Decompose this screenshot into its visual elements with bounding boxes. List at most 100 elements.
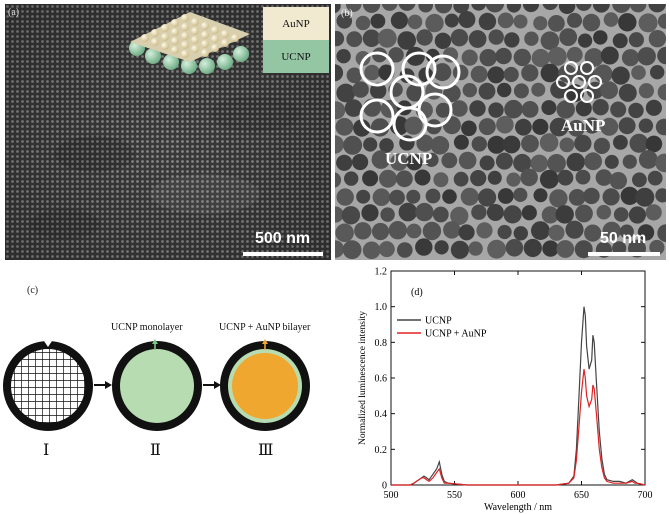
tem-particle xyxy=(602,221,621,241)
x-tick-label: 500 xyxy=(384,490,399,501)
tem-particle xyxy=(657,84,666,101)
tem-particle xyxy=(618,83,637,102)
tem-particle xyxy=(469,100,486,117)
tem-particle xyxy=(506,4,521,13)
tem-particle xyxy=(362,241,381,260)
tem-particle xyxy=(611,66,630,85)
tem-particle xyxy=(470,65,488,83)
tem-particle xyxy=(453,4,470,14)
tem-particle xyxy=(503,66,519,83)
tem-particle xyxy=(434,4,453,14)
x-tick-label: 700 xyxy=(638,490,653,501)
aunp-label: AuNP xyxy=(561,116,606,135)
tem-particle xyxy=(485,4,505,13)
tem-particle xyxy=(430,136,450,155)
tem-particle xyxy=(645,135,663,153)
tem-particle xyxy=(460,187,479,206)
tem-particle xyxy=(657,224,666,242)
tem-particle xyxy=(557,169,574,186)
tem-particle xyxy=(450,29,469,47)
tem-particle xyxy=(593,30,608,45)
tem-particle xyxy=(513,187,528,202)
tem-particle xyxy=(396,170,413,188)
tem-particle xyxy=(567,12,582,28)
tem-particle xyxy=(434,240,449,255)
tem-particle xyxy=(379,169,397,188)
tem-grid-empty xyxy=(3,341,93,431)
tem-particle xyxy=(610,101,627,118)
tem-particle xyxy=(361,204,379,222)
tem-particle xyxy=(531,221,550,241)
tem-particle xyxy=(618,13,637,32)
tem-particle xyxy=(488,29,504,45)
tem-particle xyxy=(638,118,654,133)
tem-particle xyxy=(612,4,631,13)
y-axis-label: Normalized luminescence intensity xyxy=(358,311,368,445)
tem-particle xyxy=(471,136,487,152)
tem-particle xyxy=(415,202,434,222)
tem-particle xyxy=(470,170,487,187)
step-label-2: Ⅱ xyxy=(150,442,161,459)
tem-particle xyxy=(425,13,444,33)
x-axis-label: Wavelength / nm xyxy=(484,502,552,513)
tem-particle xyxy=(629,4,647,13)
step-label-1: Ⅰ xyxy=(43,442,50,459)
tem-particle xyxy=(584,152,602,171)
tem-particle xyxy=(487,135,506,154)
tem-particle xyxy=(336,49,351,64)
tem-particle xyxy=(593,137,610,154)
tem-particle xyxy=(398,4,416,11)
tem-particle xyxy=(533,16,548,31)
tem-particle xyxy=(531,48,550,68)
tem-particle xyxy=(583,117,601,134)
tem-particle xyxy=(389,189,405,206)
tem-particle xyxy=(346,31,363,48)
tem-particle xyxy=(548,47,567,66)
tem-particle xyxy=(476,222,493,239)
tem-particle xyxy=(336,83,356,103)
tem-particle xyxy=(336,154,353,171)
tem-particle xyxy=(655,153,666,173)
legend-ucnp-label: UCNP xyxy=(281,50,311,63)
tem-particle xyxy=(540,63,560,83)
tem-particle xyxy=(513,83,529,99)
tem-particle xyxy=(650,65,665,80)
tem-particle xyxy=(574,134,592,153)
tem-particle xyxy=(390,11,408,29)
tem-particle xyxy=(495,47,512,65)
tem-particle xyxy=(521,134,539,153)
tem-particle xyxy=(657,46,666,65)
tem-particle xyxy=(582,13,601,32)
series-line-ucnp-aunp xyxy=(391,369,646,486)
tem-particle xyxy=(578,33,593,48)
legend-aunp: AuNP xyxy=(263,7,329,40)
tem-particle xyxy=(532,118,549,135)
tem-particle xyxy=(362,4,381,13)
tem-particle xyxy=(356,189,371,204)
tem-particle xyxy=(444,13,459,28)
tem-particle xyxy=(600,81,618,100)
tem-particle xyxy=(414,169,431,186)
panel-b: (b) UCNP AuNP 50 nm xyxy=(335,4,666,260)
arrow-2-icon xyxy=(203,381,221,389)
arrow-1-icon xyxy=(94,381,112,389)
tem-particle xyxy=(443,221,461,239)
legend-label: UCNP + AuNP xyxy=(425,329,487,340)
tem-particle xyxy=(592,99,609,116)
tem-particle xyxy=(335,117,354,136)
tem-particle xyxy=(613,207,629,222)
tem-particle xyxy=(335,206,344,223)
tem-particle xyxy=(530,154,548,173)
tem-particle xyxy=(335,135,344,154)
tem-particle xyxy=(432,206,449,223)
tem-particle xyxy=(502,135,521,154)
tem-particle xyxy=(531,82,546,97)
tem-particle xyxy=(637,47,656,66)
tem-particle xyxy=(556,100,575,119)
tem-particle xyxy=(450,240,469,259)
tem-particle xyxy=(388,47,404,63)
tem-particle xyxy=(462,83,477,98)
tem-particle xyxy=(629,133,649,153)
tem-particle xyxy=(558,4,576,14)
tem-particle xyxy=(555,205,574,224)
